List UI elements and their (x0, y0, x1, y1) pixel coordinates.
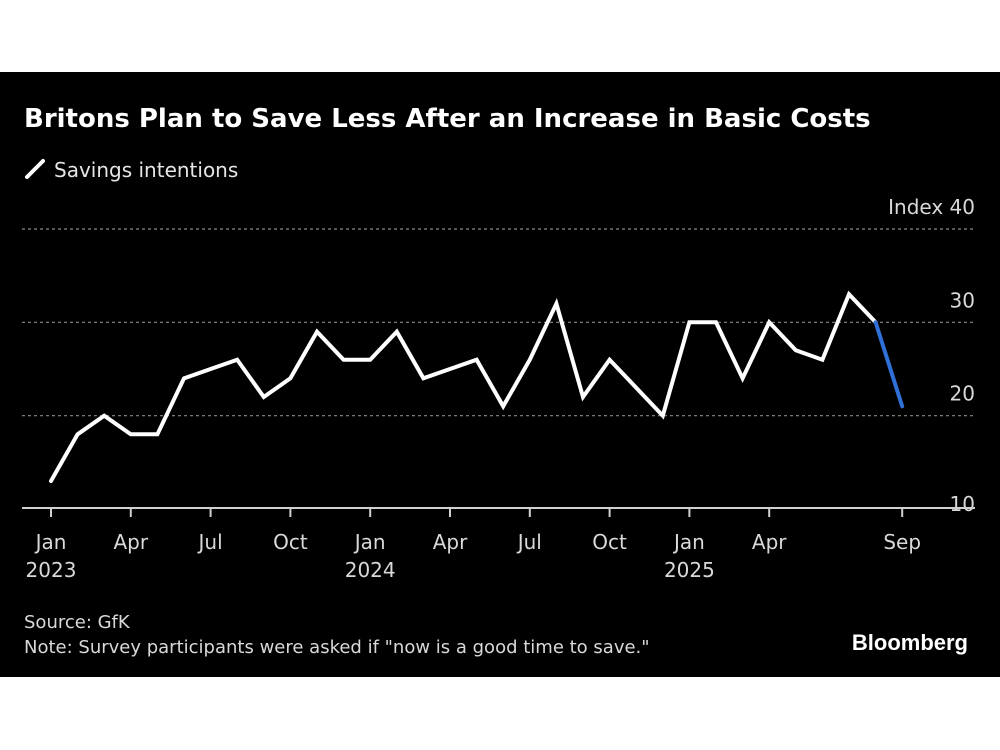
y-tick-label: 10 (950, 492, 975, 516)
bloomberg-logo: Bloomberg (851, 630, 968, 655)
source-text: Source: GfK (24, 612, 130, 633)
x-tick-label: Jan (672, 530, 705, 554)
series-line-latest-segment (873, 320, 905, 409)
x-tick-label: Apr (752, 530, 787, 554)
legend-line-swatch-icon (25, 159, 45, 179)
chart-title: Britons Plan to Save Less After an Incre… (24, 104, 871, 134)
legend: Savings intentions (24, 158, 238, 182)
chart-panel: 10 20 30 Index 40 Jan 2023 Apr Jul Oct Jan 2024 Apr… (0, 72, 1000, 677)
note-text: Note: Survey participants were asked if … (24, 637, 650, 658)
x-tick-label: Apr (433, 530, 468, 554)
x-tick-label: Sep (883, 530, 921, 554)
legend-label: Savings intentions (54, 158, 239, 182)
x-tick-label: Jul (197, 530, 223, 554)
x-tick-year-label: 2025 (664, 558, 715, 582)
x-tick-label: Oct (592, 530, 627, 554)
x-tick-label: Jul (516, 530, 542, 554)
line-chart: 10 20 30 Index 40 Jan 2023 Apr Jul Oct Jan 2024 Apr… (22, 195, 975, 582)
x-tick-label: Apr (113, 530, 148, 554)
x-tick-year-label: 2023 (26, 558, 77, 582)
x-tick-year-label: 2024 (345, 558, 396, 582)
y-tick-label: 30 (950, 288, 975, 312)
y-tick-label: 20 (950, 382, 975, 406)
y-tick-label: Index 40 (888, 195, 975, 219)
series-line-savings-intentions (49, 290, 878, 483)
x-tick-label: Oct (273, 530, 308, 554)
x-tick-label: Jan (353, 530, 386, 554)
x-tick-label: Jan (34, 530, 67, 554)
